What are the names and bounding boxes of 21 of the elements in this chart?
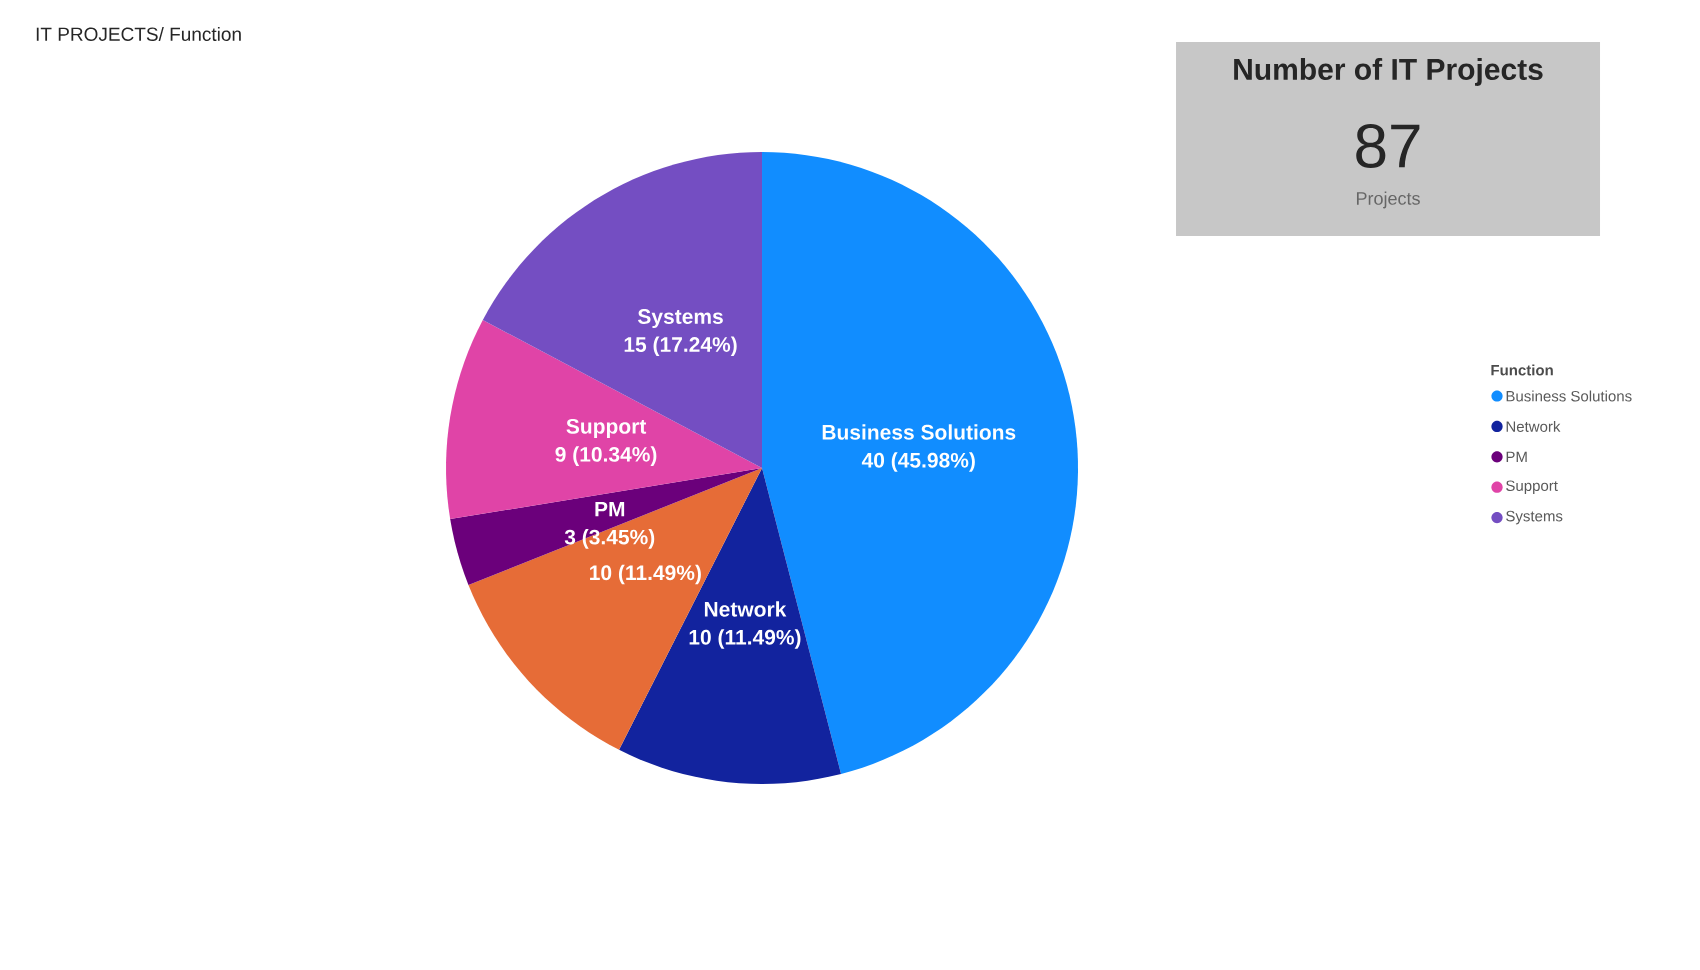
legend-label: Network [1506,420,1561,432]
slice-label: Network [704,601,787,617]
legend-label: Support [1506,480,1558,494]
slice-label: PM [595,501,625,517]
legend-label: PM [1506,451,1527,462]
text: IT PROJECTS/ Function [36,27,241,41]
slice-label: Systems [637,309,723,329]
legend-label: Systems [1506,510,1563,525]
data-label: 10 (11.49%) [590,564,701,585]
legend-title: Function [1491,364,1553,376]
data-label: 9 (10.34%) [555,446,657,466]
text: Number of IT Projects [1234,58,1543,86]
slice-label: Support [566,418,647,438]
legend-label: Business Solutions [1506,390,1632,402]
data-label: 3 (3.45%) [564,529,655,549]
text: 87 [1356,124,1420,168]
data-label: 10 (11.49%) [689,629,801,649]
slice-label: Business Solutions [822,424,1016,440]
data-label: 40 (45.98%) [861,452,975,472]
data-label: 15 (17.24%) [624,336,737,357]
text: Projects [1356,191,1420,209]
